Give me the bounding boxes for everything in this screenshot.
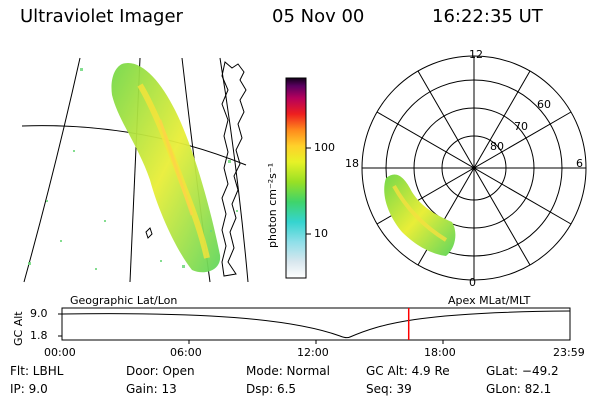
mlt-label-18: 18: [345, 157, 359, 170]
mode-info: Mode: Normal: [246, 364, 330, 378]
filter-info: Flt: LBHL: [10, 364, 64, 378]
timeline-x-tick-0000: 00:00: [44, 346, 76, 359]
gain-info: Gain: 13: [126, 382, 177, 396]
mlt-label-6: 6: [576, 157, 583, 170]
timeline-y-axis-label: GC Alt: [12, 311, 25, 346]
orbit-timeline: [58, 307, 571, 344]
lat-label-80: 80: [490, 140, 504, 153]
glon-info: GLon: 82.1: [486, 382, 552, 396]
lat-label-60: 60: [537, 98, 551, 111]
timeline-x-tick-1800: 18:00: [424, 346, 456, 359]
geographic-map: [21, 57, 249, 283]
image-time: 16:22:35 UT: [432, 6, 543, 27]
dsp-info: Dsp: 6.5: [246, 382, 297, 396]
colorbar-tick-100: 100: [314, 141, 335, 154]
mlt-label-0: 0: [469, 276, 476, 289]
door-info: Door: Open: [126, 364, 195, 378]
image-date: 05 Nov 00: [272, 6, 365, 27]
timeline-y-tick-min: 1.8: [30, 329, 48, 342]
ip-info: IP: 9.0: [10, 382, 48, 396]
instrument-title: Ultraviolet Imager: [20, 6, 183, 27]
timeline-x-tick-2359: 23:59: [553, 346, 585, 359]
timeline-x-tick-0600: 06:00: [170, 346, 202, 359]
colorbar: [285, 77, 311, 279]
polar-mlat-mlt-plot: [361, 55, 587, 281]
timeline-y-tick-max: 9.0: [30, 307, 48, 320]
timeline-left-caption: Geographic Lat/Lon: [70, 294, 178, 307]
seq-info: Seq: 39: [366, 382, 412, 396]
lat-label-70: 70: [514, 120, 528, 133]
colorbar-tick-10: 10: [314, 227, 328, 240]
glat-info: GLat: −49.2: [486, 364, 559, 378]
timeline-right-caption: Apex MLat/MLT: [448, 294, 531, 307]
gc-alt-info: GC Alt: 4.9 Re: [366, 364, 450, 378]
timeline-x-tick-1200: 12:00: [297, 346, 329, 359]
coastline: [221, 61, 247, 277]
colorbar-unit-label: photon cm⁻²s⁻¹: [266, 162, 279, 248]
mlt-label-12: 12: [469, 48, 483, 61]
